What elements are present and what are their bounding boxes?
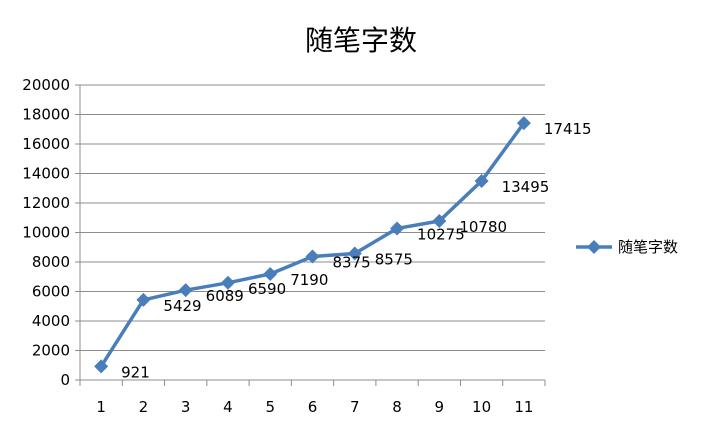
y-tick-label: 8000 (32, 253, 70, 271)
legend-diamond-icon (587, 240, 601, 254)
data-point (178, 283, 193, 298)
x-tick-label: 10 (472, 398, 491, 416)
data-label: 6590 (248, 280, 286, 298)
data-point (347, 246, 362, 261)
data-label: 10780 (459, 218, 507, 236)
axes (75, 84, 546, 386)
x-tick-label: 4 (223, 398, 233, 416)
data-label: 6089 (206, 287, 244, 305)
x-tick-label: 9 (435, 398, 445, 416)
x-axis-tick-labels: 1 2 3 4 5 6 7 8 9 10 11 (96, 398, 533, 416)
y-tick-label: 20000 (22, 76, 70, 94)
data-label: 17415 (544, 120, 592, 138)
y-tick-label: 18000 (22, 106, 70, 124)
x-tick-label: 7 (350, 398, 360, 416)
data-label: 5429 (163, 297, 201, 315)
data-point (136, 292, 151, 307)
x-tick-label: 1 (96, 398, 106, 416)
data-point (390, 221, 405, 236)
series-line (99, 122, 526, 368)
x-tick-label: 3 (181, 398, 191, 416)
y-tick-label: 12000 (22, 194, 70, 212)
x-tick-label: 11 (514, 398, 533, 416)
legend-entry: 随笔字数 (618, 238, 678, 256)
data-point (220, 275, 235, 290)
data-point (516, 116, 531, 131)
data-point (263, 266, 278, 281)
data-point (305, 249, 320, 264)
legend: 随笔字数 (576, 238, 678, 256)
data-label: 13495 (502, 178, 550, 196)
y-tick-label: 0 (60, 371, 70, 389)
data-label: 7190 (290, 271, 328, 289)
y-tick-label: 2000 (32, 342, 70, 360)
data-point (94, 359, 109, 374)
y-tick-label: 6000 (32, 283, 70, 301)
x-tick-label: 2 (139, 398, 149, 416)
chart-title: 随笔字数 (305, 24, 417, 57)
data-label: 10275 (417, 225, 465, 243)
y-tick-label: 4000 (32, 312, 70, 330)
data-point (474, 173, 489, 188)
data-label: 921 (121, 363, 150, 381)
y-axis-tick-labels: 0 2000 4000 6000 8000 10000 12000 14000 16000 180… (22, 76, 70, 389)
x-tick-label: 5 (265, 398, 275, 416)
series-layer (94, 116, 531, 374)
x-tick-label: 8 (392, 398, 402, 416)
data-point (432, 213, 447, 228)
y-tick-label: 14000 (22, 165, 70, 183)
y-tick-label: 10000 (22, 224, 70, 242)
data-label: 8375 (333, 253, 371, 271)
data-label: 8575 (375, 251, 413, 269)
y-tick-label: 16000 (22, 135, 70, 153)
x-tick-label: 6 (308, 398, 318, 416)
grid-lines (80, 84, 545, 351)
